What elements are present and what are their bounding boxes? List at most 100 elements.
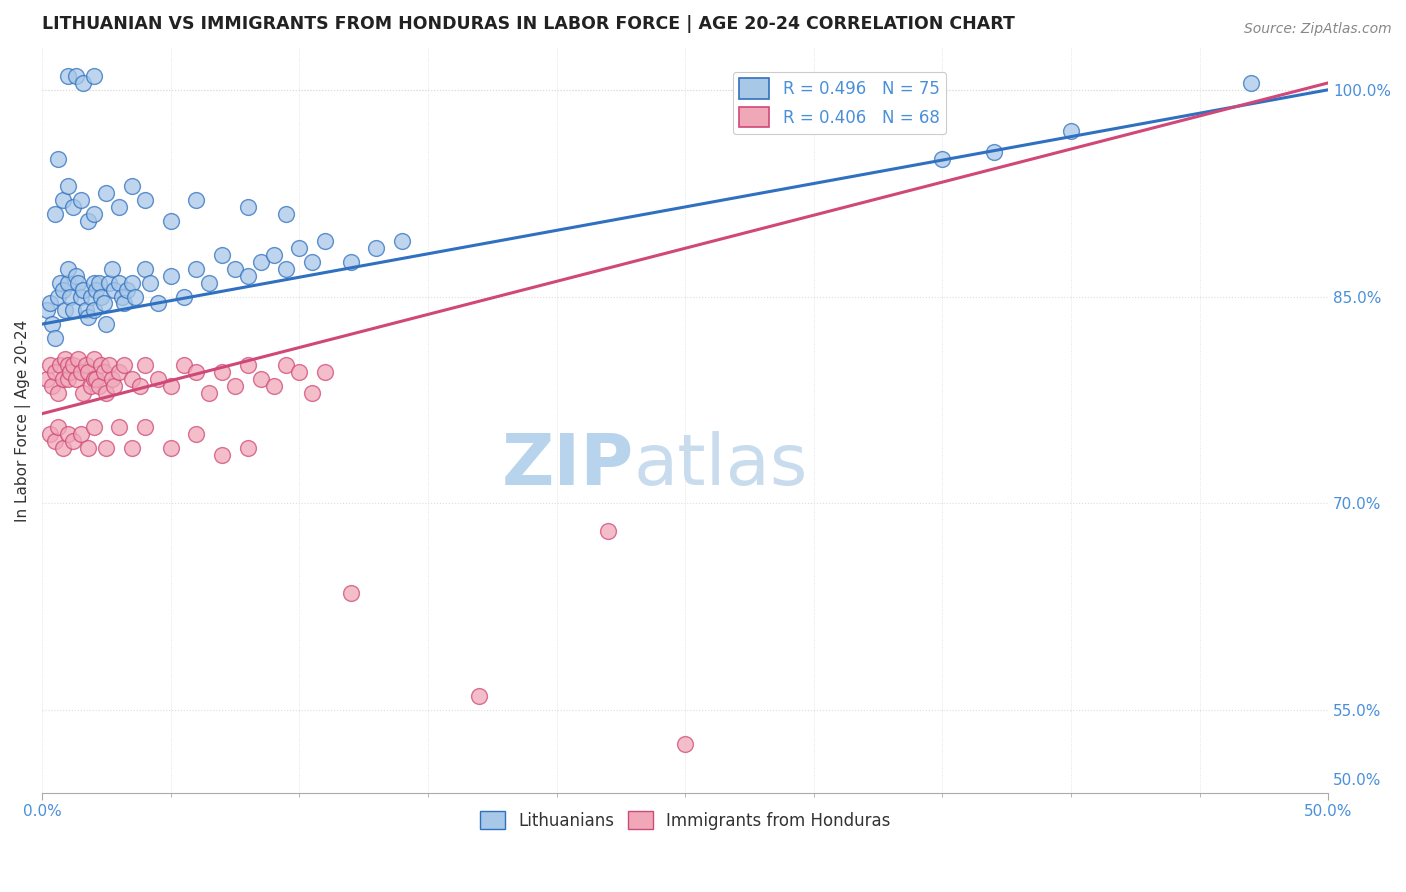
Point (339, 255, 361, 269)
Point (56, 276, 79, 290)
Point (134, 262, 156, 277)
Point (1060, 124, 1083, 138)
Point (44, 331, 66, 345)
Point (186, 262, 208, 277)
Point (77, 365, 100, 379)
Point (211, 248, 233, 262)
Point (121, 372, 143, 386)
Point (37, 303, 59, 318)
Point (108, 276, 131, 290)
Point (80, 379, 103, 393)
Point (93, 365, 115, 379)
Point (53, 351, 76, 366)
Point (83, 69, 105, 83)
Point (673, 738, 696, 752)
Point (339, 586, 361, 600)
Point (276, 359, 298, 373)
Y-axis label: In Labor Force | Age 20-24: In Labor Force | Age 20-24 (15, 319, 31, 522)
Point (62, 434, 84, 449)
Point (288, 365, 311, 379)
Point (112, 359, 135, 373)
Point (46, 289, 69, 303)
Point (249, 255, 271, 269)
Point (108, 420, 131, 434)
Point (146, 296, 169, 310)
Point (83, 303, 105, 318)
Point (69, 427, 91, 442)
Point (56, 372, 79, 386)
Point (83, 420, 105, 434)
Point (65, 69, 87, 83)
Text: Source: ZipAtlas.com: Source: ZipAtlas.com (1244, 22, 1392, 37)
Point (108, 365, 131, 379)
Point (236, 359, 259, 373)
Point (52, 372, 75, 386)
Point (41, 317, 63, 331)
Point (84, 283, 107, 297)
Point (366, 241, 388, 255)
Point (83, 276, 105, 290)
Point (276, 262, 298, 277)
Point (224, 262, 246, 277)
Point (100, 372, 122, 386)
Point (72, 386, 94, 401)
Point (80, 289, 103, 303)
Point (314, 365, 336, 379)
Point (263, 379, 285, 393)
Text: LITHUANIAN VS IMMIGRANTS FROM HONDURAS IN LABOR FORCE | AGE 20-24 CORRELATION CH: LITHUANIAN VS IMMIGRANTS FROM HONDURAS I… (42, 15, 1015, 33)
Point (46, 420, 69, 434)
Point (62, 359, 84, 373)
Point (77, 441, 100, 455)
Point (77, 310, 100, 325)
Point (112, 296, 135, 310)
Point (90, 359, 112, 373)
Point (75, 359, 97, 373)
Point (931, 152, 953, 166)
Point (108, 200, 131, 214)
Point (38, 296, 60, 310)
Point (211, 448, 233, 462)
Point (139, 276, 162, 290)
Point (124, 289, 146, 303)
Point (173, 289, 195, 303)
Point (159, 268, 181, 283)
Point (72, 76, 94, 90)
Point (249, 372, 271, 386)
Point (49, 359, 72, 373)
Point (134, 193, 156, 207)
Point (65, 372, 87, 386)
Point (236, 268, 259, 283)
Point (96, 441, 118, 455)
Point (84, 372, 107, 386)
Point (37, 372, 59, 386)
Point (96, 317, 118, 331)
Point (62, 200, 84, 214)
Point (83, 351, 105, 366)
Point (96, 386, 118, 401)
Point (236, 200, 259, 214)
Point (263, 248, 285, 262)
Point (301, 386, 323, 401)
Point (69, 365, 91, 379)
Point (134, 359, 156, 373)
Point (111, 289, 134, 303)
Text: ZIP: ZIP (502, 431, 634, 500)
Point (983, 145, 1005, 159)
Point (56, 179, 79, 194)
Point (301, 255, 323, 269)
Point (236, 441, 259, 455)
Point (44, 365, 66, 379)
Point (121, 179, 143, 194)
Point (121, 441, 143, 455)
Text: atlas: atlas (634, 431, 808, 500)
Point (1240, 76, 1263, 90)
Point (288, 241, 311, 255)
Point (46, 386, 69, 401)
Point (52, 193, 75, 207)
Point (186, 193, 208, 207)
Point (198, 386, 221, 401)
Point (224, 379, 246, 393)
Point (134, 420, 156, 434)
Point (38, 359, 60, 373)
Point (41, 379, 63, 393)
